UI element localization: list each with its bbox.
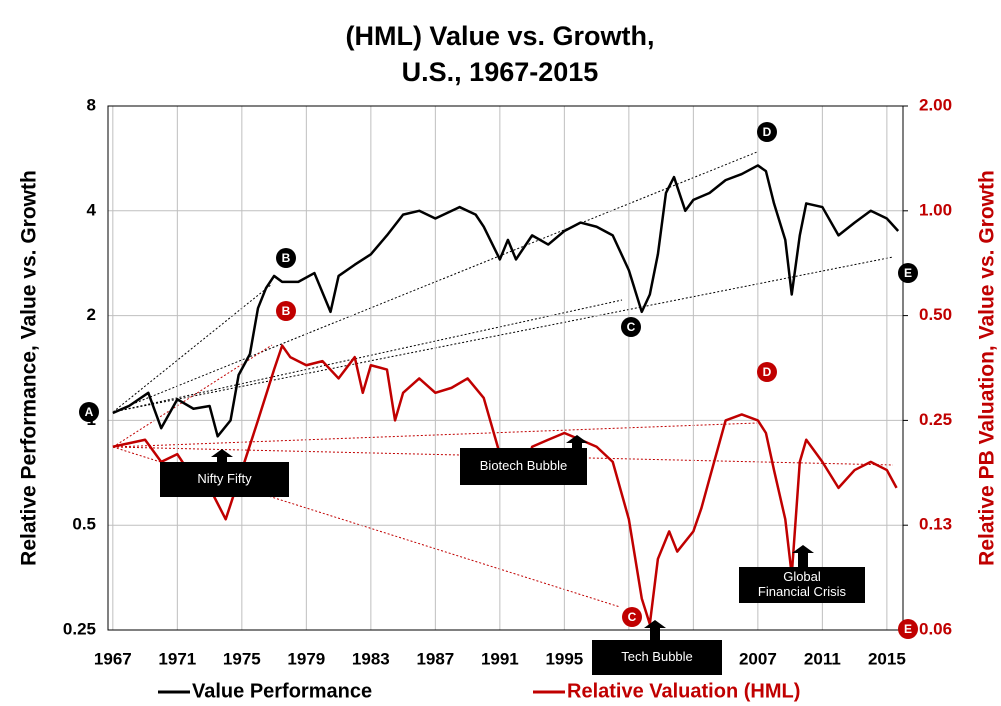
point-label-circle: [621, 317, 641, 337]
point-label-text: D: [763, 125, 772, 139]
annotation-text: Tech Bubble: [621, 649, 693, 664]
plot-border: [107, 105, 904, 631]
point-label-circle: [898, 619, 918, 639]
leader-line: [112, 256, 894, 413]
legend-label: Relative Valuation (HML): [567, 680, 800, 702]
point-label: C: [622, 607, 642, 627]
y2-tick-label: 1.00: [919, 200, 952, 219]
x-tick-label: 2011: [804, 649, 841, 668]
x-tick-label: 1995: [545, 649, 583, 668]
annotation-text: Biotech Bubble: [480, 458, 567, 473]
point-label-text: A: [85, 405, 94, 419]
point-label-circle: [757, 122, 777, 142]
y-axis-label: Relative Performance, Value vs. Growth: [18, 170, 41, 566]
x-tick-label: 1971: [158, 649, 196, 668]
x-tick-label: 1967: [94, 649, 132, 668]
point-label-circle: [898, 263, 918, 283]
point-label-circle: [79, 402, 99, 422]
annotation: Nifty Fifty: [160, 449, 289, 497]
point-label-text: E: [904, 266, 912, 280]
annotation-text: Financial Crisis: [758, 584, 847, 599]
y-tick-label: 4: [87, 200, 97, 219]
point-label-text: C: [628, 610, 637, 624]
point-label: E: [898, 619, 918, 639]
annotation-box: [460, 448, 587, 485]
annotation-box: [739, 567, 865, 603]
leader-line: [112, 283, 273, 413]
y2-axis-label: Relative PB Valuation, Value vs. Growth: [976, 170, 999, 566]
annotation-arrow: [644, 620, 666, 640]
annotation: Tech Bubble: [592, 620, 722, 675]
point-label-circle: [757, 362, 777, 382]
x-tick-label: 1979: [287, 649, 325, 668]
x-tick-label: 1991: [481, 649, 519, 668]
point-label-text: B: [282, 304, 291, 318]
leader-line: [112, 422, 758, 448]
point-label: B: [276, 301, 296, 321]
annotation-text: Nifty Fifty: [197, 471, 252, 486]
annotation: Biotech Bubble: [460, 435, 588, 485]
legend-label: Value Performance: [192, 680, 372, 702]
point-label-text: E: [904, 622, 912, 636]
x-tick-label: 1983: [352, 649, 390, 668]
annotation-box: [592, 640, 722, 675]
x-tick-label: 1975: [223, 649, 261, 668]
y-tick-label: 2: [87, 305, 96, 324]
point-label-circle: [276, 248, 296, 268]
point-label: C: [621, 317, 641, 337]
annotation-arrow: [211, 449, 233, 462]
y2-tick-label: 0.13: [919, 515, 952, 534]
y-tick-label: 8: [87, 95, 96, 114]
point-label: A: [79, 402, 99, 422]
y2-tick-label: 0.25: [919, 410, 952, 429]
x-tick-label: 1987: [416, 649, 454, 668]
x-tick-label: 2015: [868, 649, 906, 668]
point-label-circle: [276, 301, 296, 321]
annotation-arrow: [792, 545, 814, 567]
y2-tick-label: 0.06: [919, 619, 952, 638]
series-line: [112, 164, 900, 438]
point-label-text: B: [282, 251, 291, 265]
leader-line: [112, 299, 623, 413]
y2-tick-label: 0.50: [919, 305, 952, 324]
annotation-arrow: [566, 435, 588, 448]
annotation-text: Global: [783, 569, 821, 584]
leader-lines: [112, 151, 894, 608]
annotation-box: [160, 462, 289, 497]
point-label-circle: [622, 607, 642, 627]
point-label: B: [276, 248, 296, 268]
point-label: D: [757, 122, 777, 142]
point-label-text: D: [763, 365, 772, 379]
point-label: E: [898, 263, 918, 283]
y-tick-label: 0.5: [72, 515, 96, 534]
y2-tick-label: 2.00: [919, 95, 952, 114]
chart-title: (HML) Value vs. Growth,: [345, 21, 654, 51]
x-tick-label: 2007: [739, 649, 777, 668]
y-tick-label: 0.25: [63, 619, 96, 638]
point-label: D: [757, 362, 777, 382]
point-label-text: C: [627, 320, 636, 334]
chart-title: U.S., 1967-2015: [402, 57, 599, 87]
